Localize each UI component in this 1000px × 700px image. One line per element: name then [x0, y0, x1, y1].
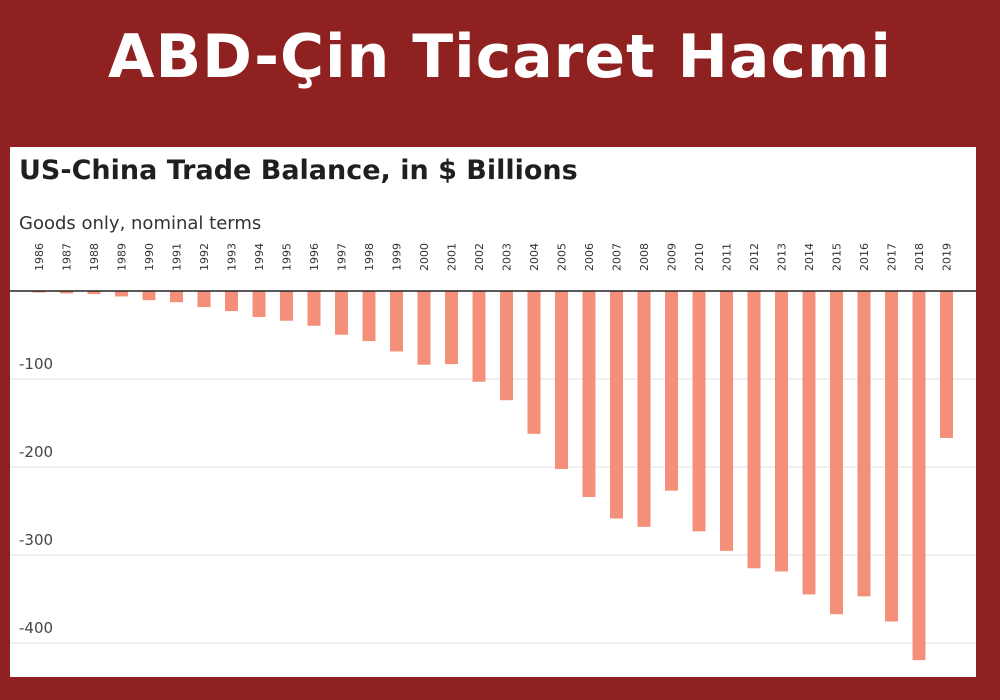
bar	[280, 291, 293, 321]
bar	[637, 291, 651, 527]
x-tick-label: 2005	[556, 243, 569, 271]
x-tick-label: 2000	[418, 243, 431, 271]
bar	[225, 291, 238, 312]
x-tick-label: 1998	[363, 243, 376, 271]
x-tick-label: 1995	[281, 243, 294, 271]
x-tick-label: 1996	[308, 243, 321, 271]
bar	[115, 291, 128, 297]
bar	[417, 291, 431, 365]
bar	[885, 291, 898, 622]
chart-title: US-China Trade Balance, in $ Billions	[19, 155, 578, 186]
bar	[802, 291, 816, 595]
bar	[335, 291, 348, 335]
bar	[775, 291, 788, 572]
bar	[857, 291, 871, 597]
bar	[362, 291, 376, 342]
x-tick-label: 2013	[776, 243, 789, 271]
x-tick-label: 2017	[886, 243, 899, 271]
x-tick-label: 2018	[913, 243, 926, 271]
x-tick-label: 1993	[226, 243, 239, 271]
x-tick-label: 2012	[748, 243, 761, 271]
bar	[665, 291, 678, 491]
bar	[60, 291, 73, 294]
y-tick-label: -300	[19, 531, 53, 549]
y-tick-label: -400	[19, 619, 53, 637]
x-tick-label: 2006	[583, 243, 596, 271]
bar	[170, 291, 183, 303]
x-tick-label: 2015	[831, 243, 844, 271]
banner-title: ABD-Çin Ticaret Hacmi	[108, 22, 892, 92]
x-tick-label: 2016	[858, 243, 871, 271]
bar	[692, 291, 706, 532]
x-tick-label: 1994	[253, 243, 266, 271]
x-tick-label: 2003	[501, 243, 514, 271]
x-tick-label: 2001	[446, 243, 459, 271]
bar	[830, 291, 843, 615]
x-tick-label: 1999	[391, 243, 404, 271]
x-tick-label: 2019	[941, 243, 954, 271]
y-tick-label: -200	[19, 443, 53, 461]
chart-subtitle: Goods only, nominal terms	[19, 213, 262, 234]
x-tick-label: 2008	[638, 243, 651, 271]
x-tick-label: 1988	[88, 243, 101, 271]
x-tick-label: 1992	[198, 243, 211, 271]
x-tick-label: 2002	[473, 243, 486, 271]
x-tick-label: 2007	[611, 243, 624, 271]
bar	[940, 291, 953, 438]
x-tick-label: 2004	[528, 243, 541, 271]
bar	[610, 291, 623, 519]
bar-chart: -100 -200 -300 -400 1986 1987 1988 1989 1990 1991…	[10, 243, 976, 661]
x-tick-label: 1997	[336, 243, 349, 271]
bar	[472, 291, 486, 382]
x-tick-label: 1987	[61, 243, 74, 271]
bar	[555, 291, 568, 470]
x-tick-label: 2014	[803, 243, 816, 271]
bar	[87, 291, 101, 295]
bar	[197, 291, 211, 308]
bar	[582, 291, 596, 498]
x-tick-label: 2009	[666, 243, 679, 271]
bar	[527, 291, 541, 434]
x-tick-label: 1991	[171, 243, 184, 271]
bar	[912, 291, 926, 661]
chart-panel: US-China Trade Balance, in $ Billions Go…	[10, 147, 976, 677]
bar	[445, 291, 458, 365]
y-tick-label: -100	[19, 355, 53, 373]
x-tick-label: 1986	[33, 243, 46, 271]
x-tick-label: 2010	[693, 243, 706, 271]
bar	[747, 291, 761, 569]
bar	[390, 291, 403, 352]
bar	[500, 291, 513, 401]
x-tick-label: 2011	[721, 243, 734, 271]
x-tick-label: 1989	[116, 243, 129, 271]
bar	[252, 291, 266, 317]
x-tick-label: 1990	[143, 243, 156, 271]
bar	[307, 291, 321, 326]
bar	[720, 291, 733, 551]
bar	[142, 291, 156, 301]
